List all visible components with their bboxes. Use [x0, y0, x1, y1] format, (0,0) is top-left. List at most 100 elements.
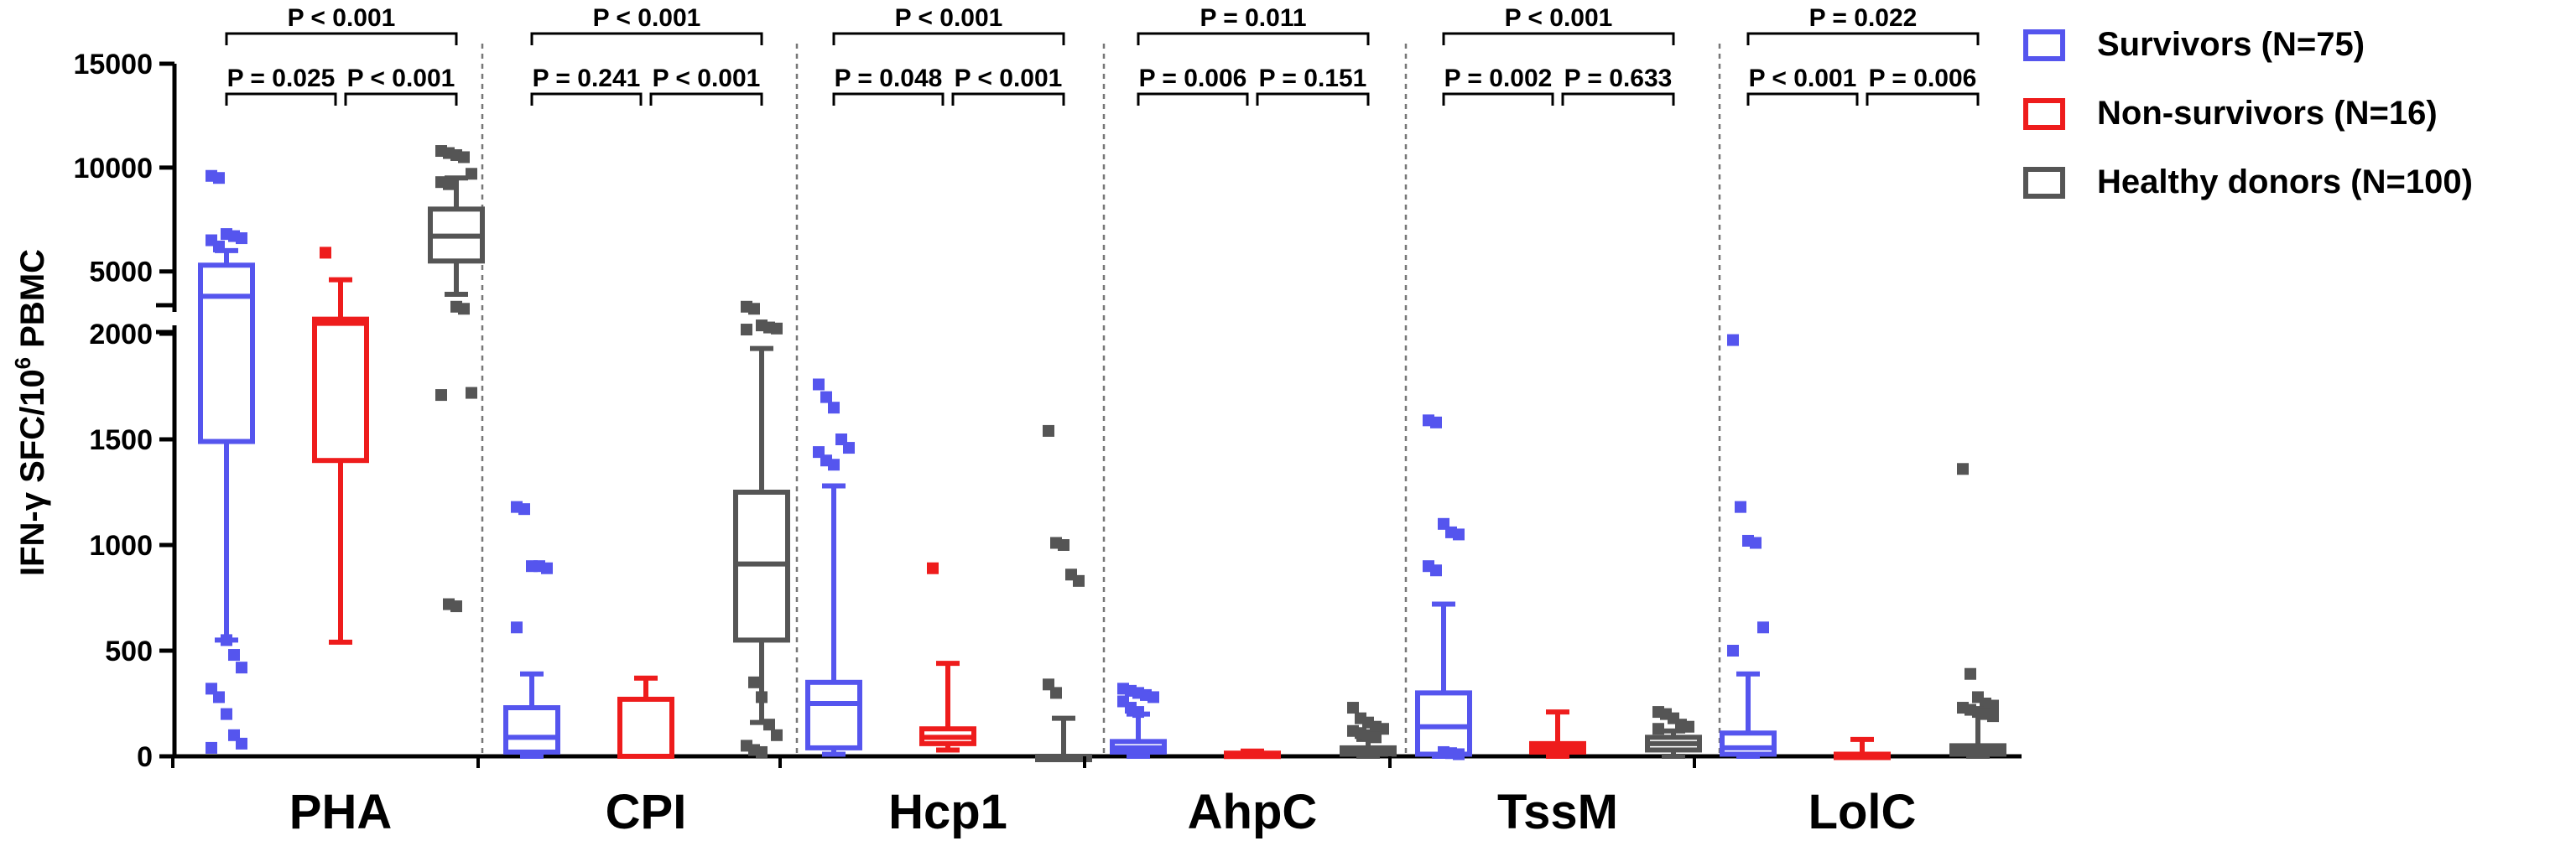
- box-healthy: [1949, 463, 2006, 759]
- box-survivors: [198, 169, 255, 754]
- outlier-point: [771, 729, 783, 741]
- bracket-right: P = 0.151: [1256, 65, 1370, 106]
- legend: Survivors (N=75) Non-survivors (N=16) Heal…: [2023, 26, 2473, 200]
- box-healthy: [1340, 702, 1397, 759]
- p-value-label: P < 0.001: [288, 4, 396, 32]
- outlier-point: [756, 745, 768, 758]
- p-value-label: P = 0.241: [533, 65, 641, 92]
- y-axis-title: IFN-γ SFC/106 PBMC: [10, 249, 51, 576]
- x-group-label: PHA: [289, 785, 392, 839]
- bracket-line: [1137, 92, 1249, 106]
- group-pha: PHA: [171, 145, 485, 839]
- bracket-line: [1866, 92, 1980, 106]
- p-value-label: P = 0.022: [1809, 4, 1918, 32]
- outlier-point: [1043, 424, 1054, 437]
- x-group-label: Hcp1: [888, 785, 1007, 839]
- outlier-point: [1073, 574, 1085, 587]
- p-value-label: P = 0.002: [1444, 65, 1553, 92]
- outlier-point: [1050, 687, 1062, 699]
- bracket-line: [1442, 92, 1554, 106]
- outlier-point: [450, 600, 462, 613]
- outlier-point: [1347, 702, 1359, 714]
- outlier-point: [1147, 691, 1159, 703]
- x-group-label: AhpC: [1188, 785, 1318, 839]
- outlier-point: [213, 240, 225, 252]
- box-iqr: [312, 316, 369, 464]
- bracket-line: [951, 92, 1065, 106]
- p-value-label: P = 0.633: [1564, 65, 1673, 92]
- p-value-label: P = 0.048: [835, 65, 943, 92]
- outlier-point: [741, 324, 752, 336]
- legend-label: Survivors (N=75): [2097, 26, 2365, 63]
- p-value-label: P < 0.001: [895, 4, 1003, 32]
- bracket-left: P = 0.006: [1137, 65, 1249, 106]
- bracket-line: [649, 92, 763, 106]
- outlier-point: [763, 719, 775, 731]
- outlier-point: [236, 662, 247, 674]
- outlier-point: [1735, 501, 1746, 513]
- box-iqr: [1720, 730, 1777, 757]
- p-value-label: P = 0.006: [1869, 65, 1977, 92]
- bracket-left: P = 0.241: [530, 65, 643, 106]
- p-value-label: P < 0.001: [955, 65, 1063, 92]
- y-tick-label: 1000: [89, 530, 153, 562]
- box-healthy: [428, 145, 485, 613]
- box-healthy: [733, 300, 790, 758]
- outlier-point: [518, 503, 530, 516]
- outlier-point: [1453, 528, 1465, 541]
- outlier-point: [771, 322, 783, 335]
- outlier-point: [1957, 463, 1969, 475]
- outlier-point: [1453, 748, 1465, 761]
- bracket-line: [344, 92, 458, 106]
- outlier-point: [756, 691, 768, 703]
- outlier-point: [1727, 334, 1739, 346]
- p-value-label: P < 0.001: [593, 4, 701, 32]
- bracket-line: [225, 92, 337, 106]
- p-value-label: P < 0.001: [1749, 65, 1857, 92]
- legend-item-healthy: Healthy donors (N=100): [2023, 164, 2473, 200]
- outlier-point: [1727, 645, 1739, 657]
- group-separators: [481, 44, 1721, 756]
- bracket-right: P < 0.001: [951, 65, 1065, 106]
- y-axis: 0 500 1000 1500 2000 5000 10000 15000: [73, 49, 177, 773]
- bracket-top: P = 0.022: [1746, 4, 1980, 45]
- significance-brackets: P < 0.001 P = 0.025 P < 0.001 P < 0.001 P = …: [225, 4, 1980, 106]
- p-value-label: P < 0.001: [653, 65, 761, 92]
- p-value-label: P = 0.011: [1200, 4, 1306, 32]
- legend-label: Non-survivors (N=16): [2097, 95, 2438, 132]
- outlier-point: [221, 708, 232, 720]
- outlier-point: [1370, 731, 1382, 744]
- bracket-line: [530, 92, 643, 106]
- outlier-point: [541, 562, 553, 574]
- bracket-right: P = 0.633: [1561, 65, 1675, 106]
- box-non-survivors: [1224, 748, 1281, 760]
- bracket-line: [832, 92, 945, 106]
- y-tick-label: 5000: [89, 257, 153, 288]
- box-iqr: [1415, 690, 1472, 757]
- outlier-point: [1965, 667, 1976, 680]
- bracket-line: [1137, 32, 1370, 45]
- outlier-point: [1987, 710, 1999, 723]
- outlier-point: [1757, 621, 1769, 634]
- box-non-survivors: [1529, 709, 1586, 759]
- y-tick-label: 10000: [73, 153, 153, 184]
- legend-item-non-survivors: Non-survivors (N=16): [2023, 95, 2438, 132]
- legend-item-survivors: Survivors (N=75): [2023, 26, 2365, 63]
- outlier-point: [828, 402, 840, 414]
- box-iqr: [805, 679, 862, 750]
- bracket-line: [1746, 92, 1859, 106]
- outlier-point: [221, 634, 232, 646]
- box-iqr: [617, 696, 674, 760]
- box-healthy: [1645, 706, 1702, 759]
- plot-area: PHA CPI Hcp1 AhpC TssM LolC: [171, 145, 2006, 839]
- outlier-point: [748, 303, 760, 315]
- outlier-point: [213, 172, 225, 184]
- bracket-top: P < 0.001: [530, 4, 763, 45]
- bracket-line: [832, 32, 1065, 45]
- group-hcp1: Hcp1: [778, 378, 1092, 839]
- bracket-right: P < 0.001: [649, 65, 763, 106]
- bracket-top: P < 0.001: [1442, 4, 1675, 45]
- bracket-line: [1746, 32, 1980, 45]
- outlier-point: [511, 621, 523, 634]
